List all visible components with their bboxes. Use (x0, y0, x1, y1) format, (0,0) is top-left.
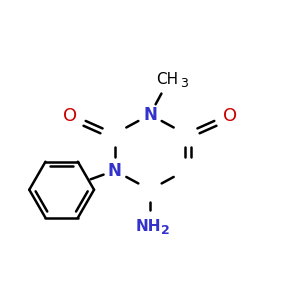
Text: NH: NH (136, 219, 161, 234)
Text: N: N (143, 106, 157, 124)
Text: O: O (223, 107, 237, 125)
Text: CH: CH (157, 72, 179, 87)
Text: O: O (63, 107, 77, 125)
Text: 2: 2 (161, 224, 170, 237)
Text: 3: 3 (181, 77, 188, 90)
Text: N: N (108, 162, 122, 180)
